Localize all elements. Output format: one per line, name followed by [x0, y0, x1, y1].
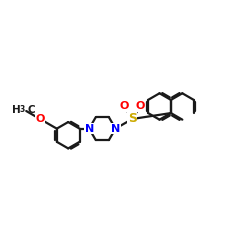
Text: O: O — [136, 102, 145, 112]
Text: S: S — [128, 112, 137, 126]
Text: O: O — [35, 114, 45, 124]
Text: 3: 3 — [20, 106, 25, 114]
Text: N: N — [111, 124, 120, 134]
Text: H: H — [12, 105, 20, 115]
Text: O: O — [120, 102, 129, 112]
Text: N: N — [84, 124, 94, 134]
Text: C: C — [28, 105, 35, 115]
